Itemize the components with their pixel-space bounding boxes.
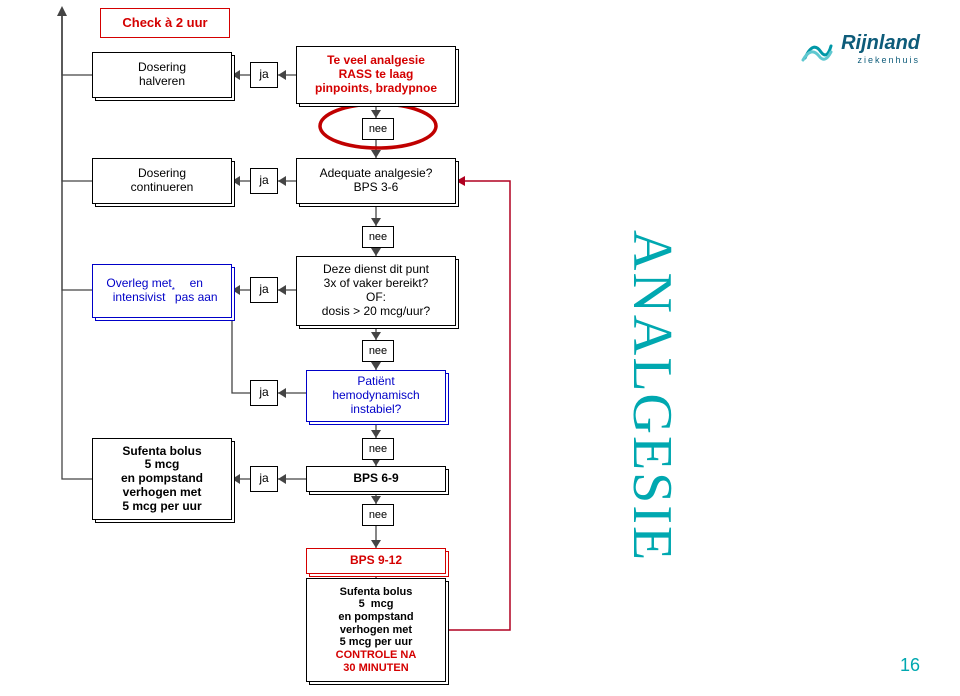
node-nee_dienst: nee xyxy=(362,340,394,362)
return-line xyxy=(62,12,92,181)
node-ja1: ja xyxy=(250,62,278,88)
node-ja2: ja xyxy=(250,168,278,194)
wires xyxy=(0,0,960,696)
node-check: Check à 2 uur xyxy=(100,8,230,38)
node-sufenta2: Sufenta bolus5 mcgen pompstandverhogen m… xyxy=(306,578,446,682)
node-continueren: Doseringcontinueren xyxy=(92,158,232,204)
logo-icon xyxy=(799,30,835,66)
node-ja3: ja xyxy=(250,277,278,303)
node-nee_teveel: nee xyxy=(362,118,394,140)
feedback-line xyxy=(446,181,510,630)
node-hemo: Patiënthemodynamischinstabiel? xyxy=(306,370,446,422)
logo-brand: Rijnland xyxy=(841,32,920,55)
node-bps912: BPS 9-12 xyxy=(306,548,446,574)
node-teveel: Te veel analgesieRASS te laagpinpoints, … xyxy=(296,46,456,104)
return-line xyxy=(62,12,92,479)
node-halveren: Doseringhalveren xyxy=(92,52,232,98)
page-number: 16 xyxy=(900,655,920,676)
return-line xyxy=(62,12,92,290)
node-nee_bps69: nee xyxy=(362,504,394,526)
logo-sub: ziekenhuis xyxy=(841,55,920,65)
node-dezedienst: Deze dienst dit punt3x of vaker bereikt?… xyxy=(296,256,456,326)
return-line xyxy=(62,12,92,75)
node-nee_hemo: nee xyxy=(362,438,394,460)
node-ja5: ja xyxy=(250,466,278,492)
watermark-analgesie: ANALGESIE xyxy=(620,230,684,562)
node-adequate: Adequate analgesie?BPS 3-6 xyxy=(296,158,456,204)
node-ja4: ja xyxy=(250,380,278,406)
node-bps69: BPS 6-9 xyxy=(306,466,446,492)
node-sufenta: Sufenta bolus5 mcgen pompstandverhogen m… xyxy=(92,438,232,520)
node-nee_adequate: nee xyxy=(362,226,394,248)
node-overleg: Overleg metintensivist* enpas aan xyxy=(92,264,232,318)
logo-rijnland: Rijnland ziekenhuis xyxy=(799,30,920,66)
